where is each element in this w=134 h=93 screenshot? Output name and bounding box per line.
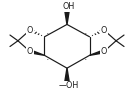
Polygon shape <box>90 50 105 55</box>
Text: ,,: ,, <box>85 31 88 35</box>
Text: ,,: ,, <box>46 57 49 61</box>
Polygon shape <box>65 11 69 24</box>
Text: ,,: ,, <box>85 57 88 61</box>
Polygon shape <box>65 68 69 81</box>
Text: O: O <box>27 26 33 35</box>
Text: —OH: —OH <box>58 81 78 90</box>
Text: O: O <box>27 47 33 56</box>
Polygon shape <box>29 50 44 55</box>
Text: O: O <box>101 26 107 35</box>
Text: O: O <box>101 47 107 56</box>
Text: ,,: ,, <box>46 31 49 35</box>
Text: OH: OH <box>62 2 75 11</box>
